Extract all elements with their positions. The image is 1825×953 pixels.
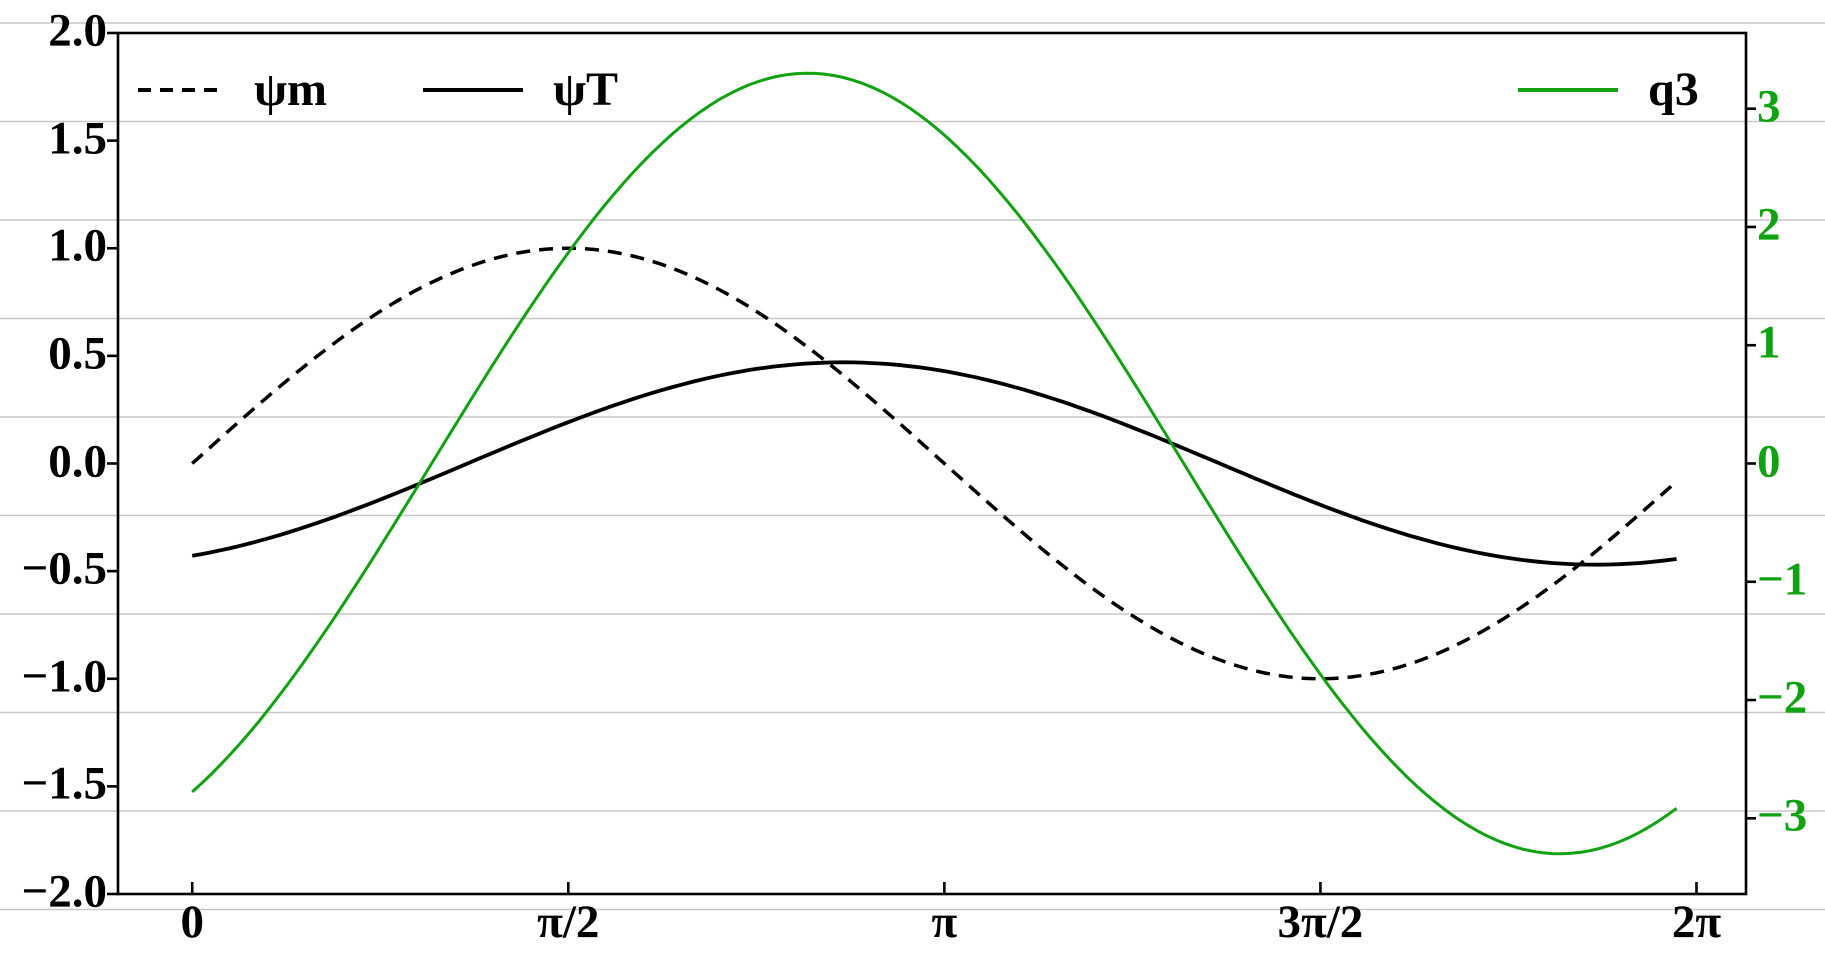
legend-label-psi-m: ψm — [254, 63, 328, 116]
series-line-ψm — [191, 246, 1678, 681]
x-axis-tick-label: 3π/2 — [1277, 896, 1364, 948]
right-axis-tick-label: 3 — [1757, 80, 1781, 133]
left-axis-tick-label: 2.0 — [48, 4, 107, 57]
legend-label-psi-t: ψT — [553, 63, 619, 116]
legend-main: ψm ψT — [138, 57, 618, 123]
x-axis-tick-label: π/2 — [537, 896, 600, 948]
right-axis-tick-label: 1 — [1757, 316, 1781, 369]
left-axis-tick-label: 0.5 — [48, 327, 107, 380]
legend-label-q3: q3 — [1648, 63, 1699, 116]
x-axis-tick-label: 2π — [1671, 896, 1722, 948]
legend-q3: q3 — [1518, 57, 1699, 123]
right-axis-tick-label: −1 — [1757, 553, 1808, 606]
series-line-ψT — [191, 360, 1677, 567]
series-line-q3 — [191, 71, 1678, 856]
legend-item-q3: q3 — [1518, 66, 1699, 114]
legend-item-psi-m: ψm — [138, 66, 327, 114]
right-axis-tick-label: 2 — [1757, 198, 1781, 251]
left-axis-tick-label: −2.0 — [21, 865, 107, 918]
plot-frame — [116, 31, 1748, 896]
q3-line-sample — [1518, 88, 1618, 92]
left-axis-tick-label: 1.5 — [48, 112, 107, 165]
right-axis-tick-label: −3 — [1757, 789, 1808, 842]
right-axis-tick-label: 0 — [1757, 435, 1781, 488]
left-axis-tick-label: −0.5 — [21, 542, 107, 595]
left-axis-tick-label: −1.5 — [21, 757, 107, 810]
left-axis-tick-label: 1.0 — [48, 219, 107, 272]
left-axis-tick-label: −1.0 — [21, 650, 107, 703]
right-axis-tick-label: −2 — [1757, 671, 1808, 724]
x-axis-tick-label: 0 — [180, 896, 204, 948]
legend-item-psi-t: ψT — [423, 66, 618, 114]
left-axis-tick-label: 0.0 — [48, 435, 107, 488]
x-axis-tick-label: π — [931, 896, 958, 948]
psi-t-line-sample — [423, 88, 524, 92]
psi-m-line-sample — [138, 88, 224, 92]
